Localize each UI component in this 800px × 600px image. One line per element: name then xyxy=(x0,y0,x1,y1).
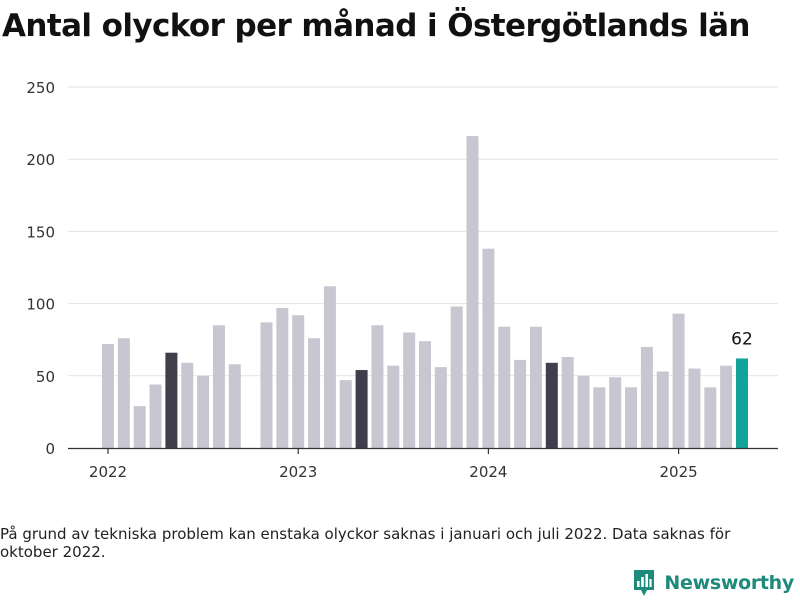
y-tick-label: 50 xyxy=(36,368,55,386)
x-tick-label: 2022 xyxy=(89,463,127,481)
bar xyxy=(102,344,114,448)
bar xyxy=(577,375,590,448)
bar xyxy=(720,365,733,448)
y-tick-label: 200 xyxy=(26,151,55,169)
bar xyxy=(165,352,178,448)
x-tick-label: 2025 xyxy=(660,463,698,481)
brand-logo[interactable]: Newsworthy xyxy=(632,568,794,598)
bar xyxy=(514,359,527,448)
bar xyxy=(593,387,606,448)
axes xyxy=(68,447,778,454)
bar xyxy=(228,364,241,448)
bar xyxy=(609,377,622,448)
bar xyxy=(181,362,194,448)
bar xyxy=(117,338,130,448)
bar xyxy=(323,286,336,448)
bar xyxy=(482,248,495,448)
bar xyxy=(355,370,368,448)
bar xyxy=(450,306,463,448)
bar xyxy=(403,332,416,448)
bar xyxy=(371,325,384,448)
bar xyxy=(498,326,511,448)
bar xyxy=(625,387,638,448)
bar xyxy=(419,341,431,448)
y-tick-label: 0 xyxy=(45,440,55,458)
bars xyxy=(102,136,748,448)
bar xyxy=(133,406,146,448)
bar xyxy=(688,368,701,448)
bar xyxy=(545,362,558,448)
labels: 0 50 100 150 200 250 2022 2023 2024 2025 62 xyxy=(26,79,752,481)
bar xyxy=(308,338,321,448)
y-tick-label: 150 xyxy=(26,223,55,241)
bar xyxy=(529,326,542,448)
bar xyxy=(212,325,225,448)
bar xyxy=(672,313,685,448)
data-label: 62 xyxy=(731,329,753,349)
chart-title: Antal olyckor per månad i Östergötlands … xyxy=(2,8,751,44)
bar xyxy=(736,358,748,448)
bar xyxy=(387,365,400,448)
brand-name: Newsworthy xyxy=(664,572,794,594)
bar-chart: 0 50 100 150 200 250 2022 2023 2024 2025 62 xyxy=(26,79,778,481)
bar-chart-logo-icon xyxy=(634,570,655,596)
bar xyxy=(339,380,352,448)
footnote: På grund av tekniska problem kan enstaka… xyxy=(0,525,731,561)
bar xyxy=(561,357,574,448)
bar xyxy=(640,346,653,448)
bar xyxy=(292,315,305,448)
bar xyxy=(149,384,162,448)
bar xyxy=(260,322,273,448)
x-tick-label: 2024 xyxy=(469,463,507,481)
bar xyxy=(197,375,210,448)
y-tick-label: 100 xyxy=(26,296,55,314)
bar xyxy=(466,136,479,448)
bar xyxy=(656,371,669,448)
bar xyxy=(704,387,717,448)
bar xyxy=(276,307,289,448)
gridlines xyxy=(68,86,778,377)
bar xyxy=(434,367,447,448)
x-tick-label: 2023 xyxy=(279,463,317,481)
y-tick-label: 250 xyxy=(26,79,55,97)
